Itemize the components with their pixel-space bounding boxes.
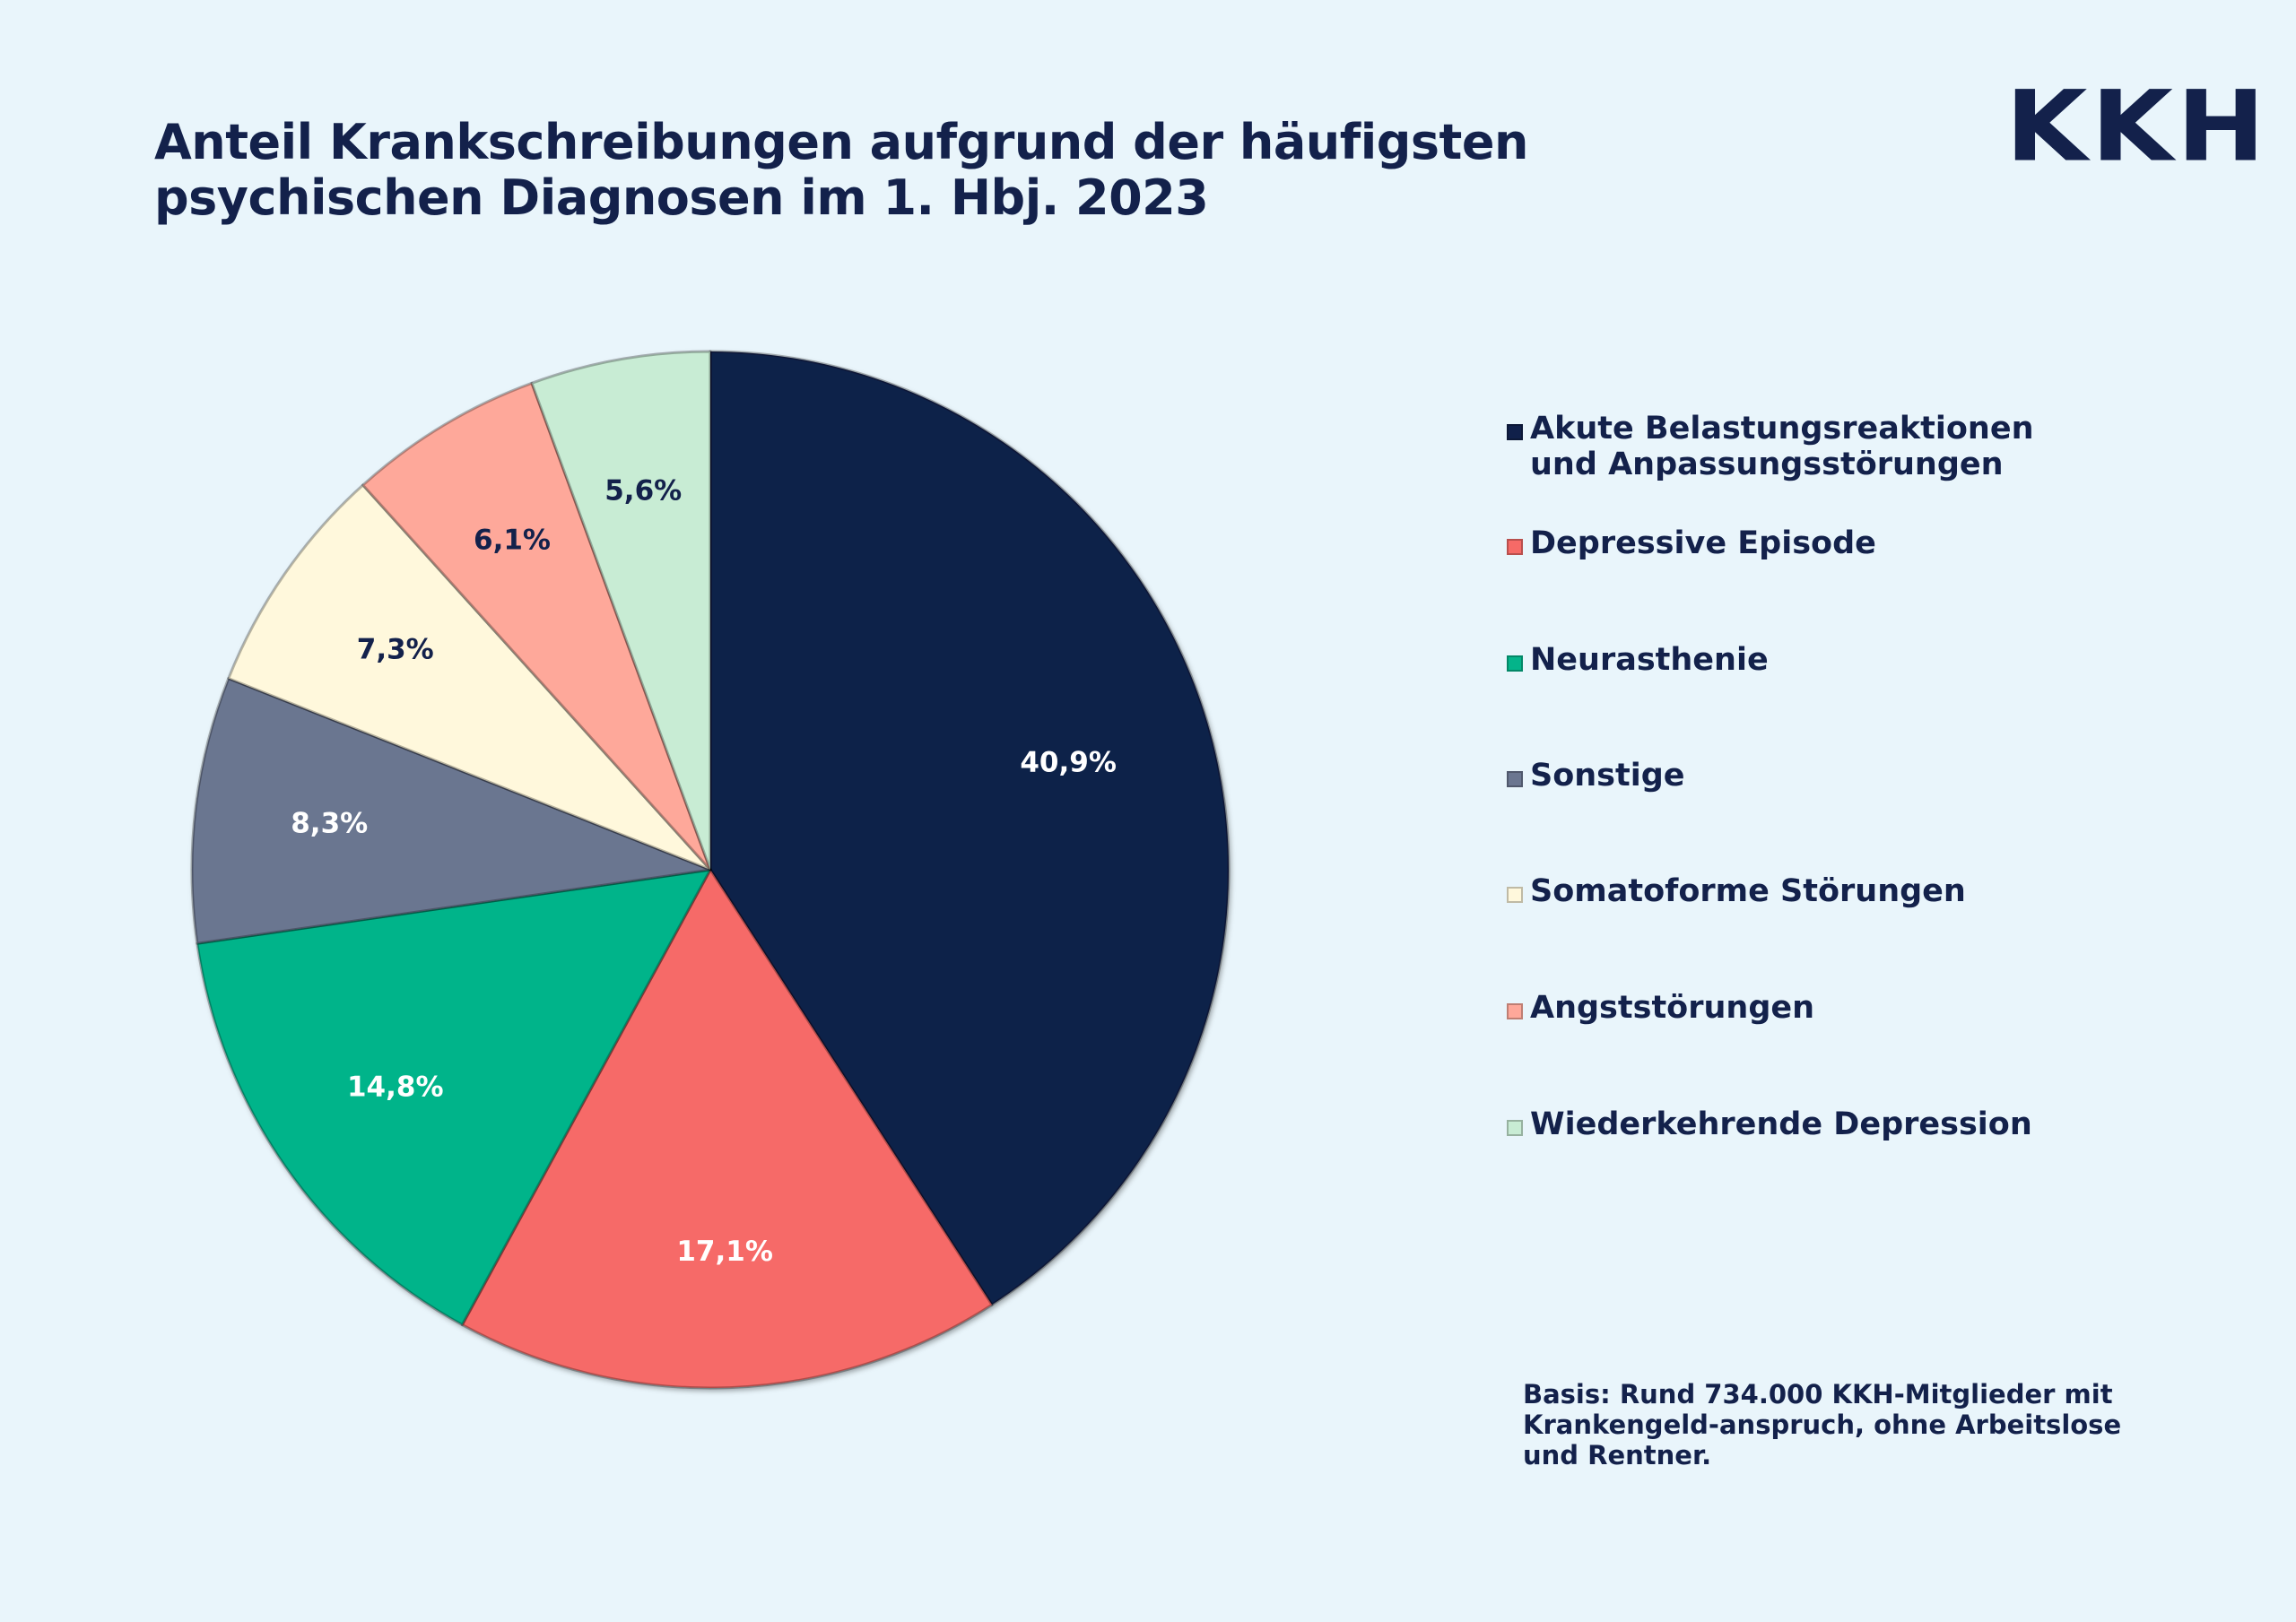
legend-item: Depressive Episode xyxy=(1507,525,1876,561)
pie-slice-2 xyxy=(196,868,712,1327)
legend-label: Akute Belastungsreaktionen und Anpassung… xyxy=(1530,411,2034,482)
pie-slice-label-5: 6,1% xyxy=(474,524,551,556)
pie-slice-3 xyxy=(190,677,712,945)
kkh-logo: KKH xyxy=(2005,69,2269,184)
legend-item: Akute Belastungsreaktionen und Anpassung… xyxy=(1507,411,2034,482)
legend-item: Angststörungen xyxy=(1507,990,1814,1026)
legend-swatch xyxy=(1507,424,1523,440)
legend-label: Neurasthenie xyxy=(1530,642,1769,678)
pie-slice-label-4: 7,3% xyxy=(357,633,434,665)
legend-item: Neurasthenie xyxy=(1507,642,1769,678)
legend-label: Angststörungen xyxy=(1530,990,1815,1026)
legend-swatch xyxy=(1507,887,1523,903)
legend-label: Depressive Episode xyxy=(1530,525,1876,561)
legend-label: Somatoforme Störungen xyxy=(1530,873,1966,909)
pie-slice-label-6: 5,6% xyxy=(604,474,682,507)
legend-swatch xyxy=(1507,1003,1523,1019)
pie-slice-label-2: 14,8% xyxy=(347,1071,444,1104)
legend-swatch xyxy=(1507,539,1523,555)
pie-slice-6 xyxy=(530,350,712,872)
pie-slice-5 xyxy=(361,381,712,872)
legend-item: Sonstige xyxy=(1507,758,1685,794)
pie-slice-label-0: 40,9% xyxy=(1020,747,1117,779)
legend-label: Wiederkehrende Depression xyxy=(1530,1106,2032,1142)
legend-item: Wiederkehrende Depression xyxy=(1507,1106,2032,1142)
legend-swatch xyxy=(1507,1120,1523,1136)
legend-swatch xyxy=(1507,771,1523,787)
chart-title-line-1: Anteil Krankschreibungen aufgrund der hä… xyxy=(154,114,1528,170)
legend-label: Sonstige xyxy=(1530,758,1685,794)
pie-chart: 40,9% 17,1% 14,8% 8,3% 7,3% 6,1% 5,6% xyxy=(190,350,1231,1390)
chart-title-line-2: psychischen Diagnosen im 1. Hbj. 2023 xyxy=(154,169,1209,226)
pie-slice-1 xyxy=(460,868,994,1390)
legend-swatch xyxy=(1507,655,1523,672)
pie-slice-4 xyxy=(227,483,712,872)
pie-slice-label-3: 8,3% xyxy=(291,807,368,839)
chart-title: Anteil Krankschreibungen aufgrund der hä… xyxy=(154,115,1589,226)
pie-slice-label-1: 17,1% xyxy=(676,1236,773,1268)
footnote: Basis: Rund 734.000 KKH-Mitglieder mit K… xyxy=(1523,1379,2122,1470)
legend-item: Somatoforme Störungen xyxy=(1507,873,1966,909)
pie-slice-0 xyxy=(709,350,1231,1306)
